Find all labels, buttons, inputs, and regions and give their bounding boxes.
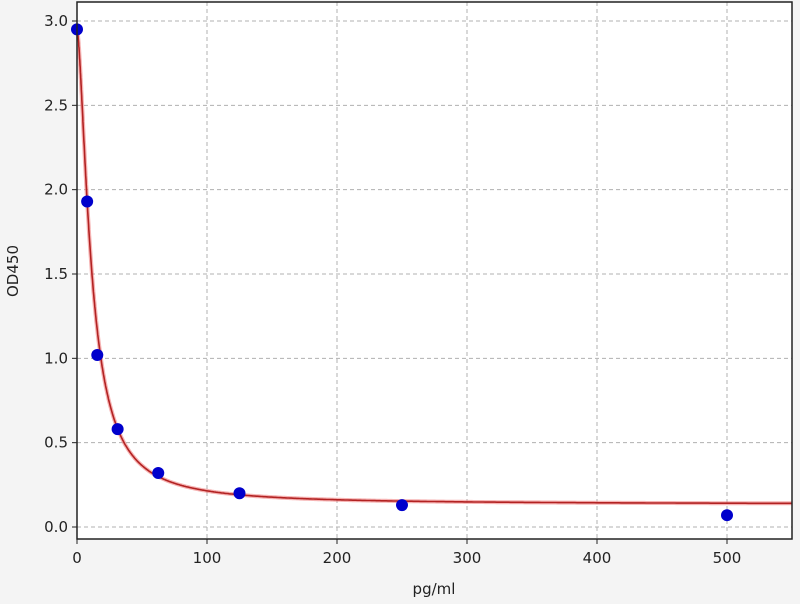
y-tick-label: 0.0 (44, 518, 68, 536)
data-points (71, 23, 733, 522)
data-point (721, 509, 733, 522)
x-axis-ticks: 0 100 200 300 400 500 (72, 539, 741, 567)
x-tick-label: 100 (193, 549, 222, 567)
data-point (233, 487, 246, 500)
plot-frame (76, 1, 793, 540)
grid (77, 2, 792, 539)
y-tick-label: 3.0 (44, 12, 68, 30)
x-tick-label: 300 (453, 549, 482, 567)
x-tick-label: 400 (583, 549, 612, 567)
y-axis-ticks: 0.0 0.5 1.0 1.5 2.0 2.5 3.0 (44, 12, 77, 536)
data-point (81, 195, 94, 208)
data-point (111, 423, 124, 436)
x-tick-label: 0 (72, 549, 82, 567)
x-axis-label: pg/ml (413, 580, 456, 598)
y-tick-label: 0.5 (44, 434, 68, 452)
data-point (91, 348, 104, 361)
y-tick-label: 2.5 (44, 96, 68, 114)
data-point (396, 499, 408, 512)
y-tick-label: 1.5 (44, 265, 68, 283)
x-tick-label: 500 (713, 549, 742, 567)
plot-area (77, 2, 792, 539)
y-axis-label: OD450 (4, 245, 22, 297)
data-point (152, 467, 165, 480)
x-tick-label: 200 (323, 549, 352, 567)
y-tick-label: 2.0 (44, 181, 68, 199)
y-tick-label: 1.0 (44, 349, 68, 367)
